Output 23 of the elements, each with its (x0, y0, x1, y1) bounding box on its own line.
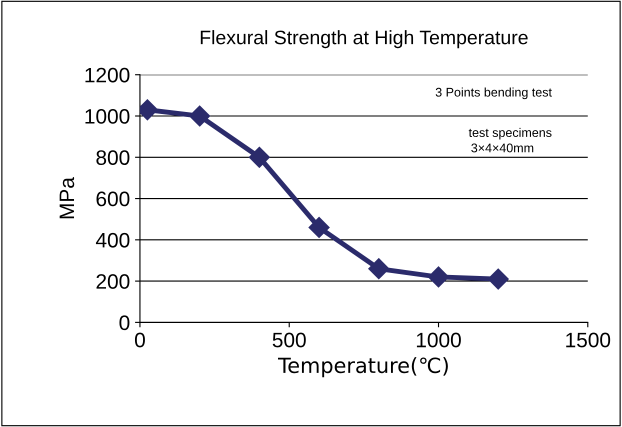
y-tick-label: 1000 (85, 109, 130, 124)
chart-title: Flexural Strength at High Temperature (200, 30, 528, 48)
y-tick-label: 400 (96, 232, 130, 248)
x-tick-label: 500 (272, 332, 306, 348)
x-tick-label: 1000 (416, 332, 461, 348)
point (368, 258, 390, 280)
point (248, 146, 270, 168)
x-tick-label: 0 (134, 332, 145, 348)
annotation: 3 Points bending test (436, 87, 552, 100)
x-axis-title: Temperature(℃) (278, 357, 448, 378)
annotation: 3×4×40mm (471, 144, 534, 152)
point (308, 216, 330, 238)
y-tick-label: 0 (119, 315, 130, 330)
point (488, 268, 509, 290)
annotation: test specimens (468, 128, 552, 140)
y-tick-label: 200 (96, 274, 130, 289)
point (428, 266, 450, 288)
y-tick-label: 1200 (85, 68, 130, 82)
x-tick-label: 1500 (566, 332, 610, 348)
y-tick-label: 600 (96, 192, 130, 206)
y-axis-title: MPa (60, 177, 74, 218)
point (189, 105, 210, 127)
y-tick-label: 800 (96, 150, 130, 166)
